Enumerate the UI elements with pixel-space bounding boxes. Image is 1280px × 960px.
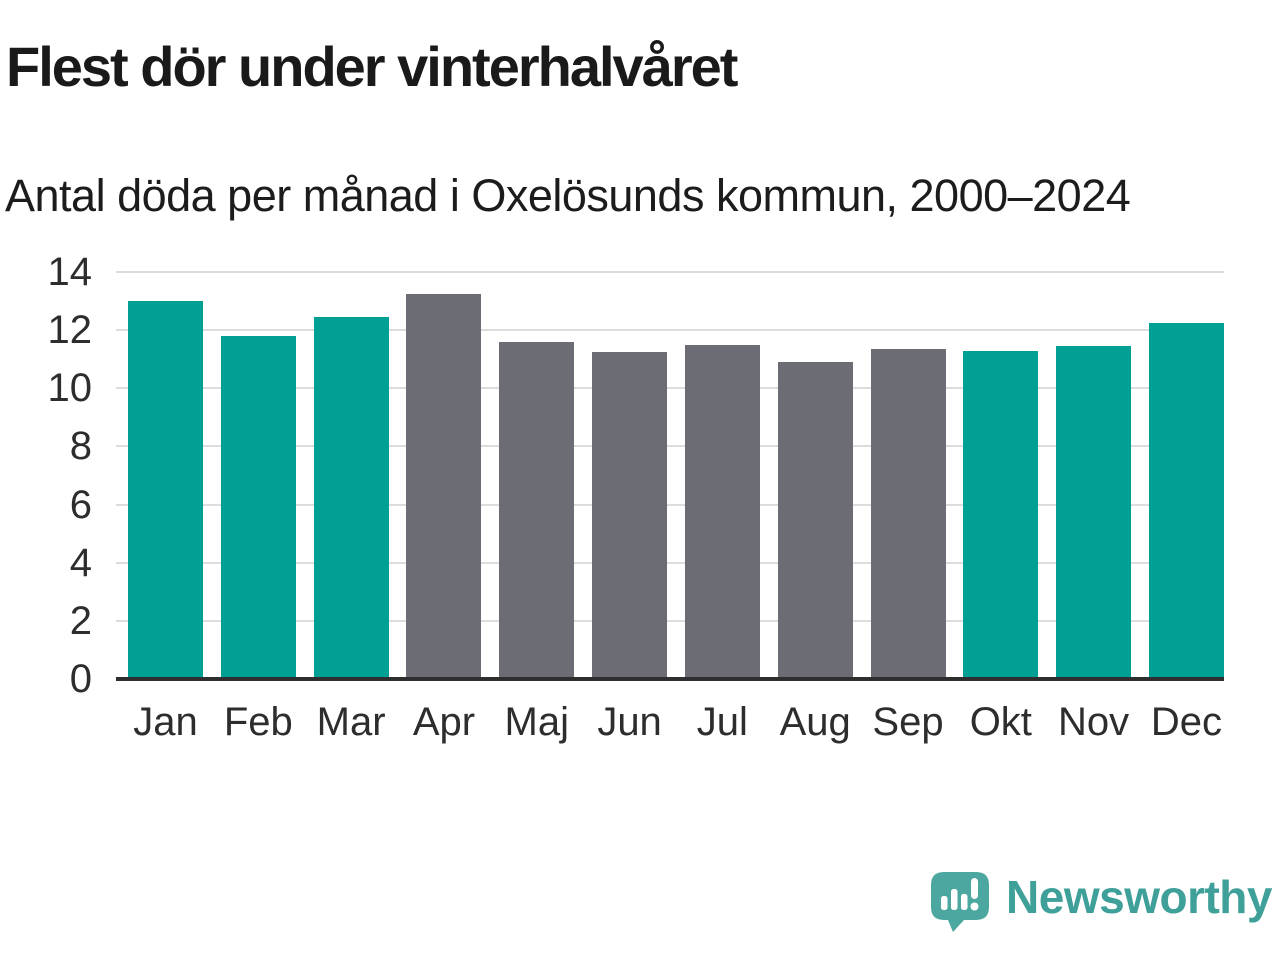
x-tick-sep: Sep [871,698,946,746]
x-tick-jun: Jun [592,698,667,746]
y-axis: 0 2 4 6 8 10 12 14 [0,252,96,699]
x-tick-label: Sep [872,700,944,744]
bar-maj [499,341,575,679]
y-tick-label: 12 [47,308,93,353]
bar-jun [592,351,668,679]
bar-apr [406,293,482,679]
gridline [116,387,1224,390]
x-tick-label: Okt [969,700,1032,744]
gridline [116,561,1224,564]
x-axis-labels: Jan Feb Mar Apr Maj Jun Jul Aug Sep Okt Nov Dec [128,698,1224,746]
gridline [116,619,1224,622]
x-tick-feb: Feb [221,698,296,746]
x-tick-dec: Dec [1149,698,1224,746]
x-tick-label: Mar [316,700,386,744]
y-tick-label: 6 [69,482,92,527]
x-tick-nov: Nov [1056,698,1131,746]
y-tick-label: 4 [69,540,92,585]
bar-mar [313,317,389,679]
y-tick-label: 14 [47,250,93,294]
x-tick-label: Jun [597,700,662,744]
x-tick-apr: Apr [406,698,481,746]
gridline [116,271,1224,273]
bar-jul [684,344,760,679]
x-axis-line [116,677,1224,681]
bar-aug [777,362,853,679]
x-tick-maj: Maj [499,698,574,746]
x-tick-label: Apr [412,700,476,744]
newsworthy-bubble-chart-icon [931,872,990,932]
chart-subtitle: Antal döda per månad i Oxelösunds kommun… [5,170,1131,221]
x-tick-label: Feb [223,700,293,744]
y-tick-label: 10 [47,366,93,411]
y-tick-label: 0 [69,657,92,701]
x-tick-jul: Jul [685,698,760,746]
bar-jan [128,301,203,679]
gridline [116,329,1224,332]
bar-sep [870,349,946,679]
chart-title: Flest dör under vinterhalvåret [6,35,738,98]
x-tick-jan: Jan [128,698,203,746]
x-tick-label: Nov [1058,700,1130,744]
bar-dec [1148,322,1224,679]
newsworthy-wordmark: Newsworthy [1006,871,1272,923]
x-tick-mar: Mar [314,698,389,746]
x-tick-label: Dec [1150,700,1222,744]
gridline [116,503,1224,506]
plot-area [116,271,1224,681]
bar-nov [1056,346,1132,679]
x-tick-label: Aug [779,700,851,744]
bars [128,272,1224,679]
x-tick-label: Maj [504,700,569,744]
x-tick-label: Jul [696,700,748,744]
gridline [116,445,1224,448]
bar-feb [220,335,296,679]
bar-okt [963,350,1039,679]
newsworthy-logo: Newsworthy [929,870,1272,932]
x-tick-aug: Aug [778,698,853,746]
x-tick-okt: Okt [963,698,1038,746]
y-tick-label: 2 [69,598,92,643]
y-tick-label: 8 [69,424,92,469]
x-tick-label: Jan [133,700,198,744]
